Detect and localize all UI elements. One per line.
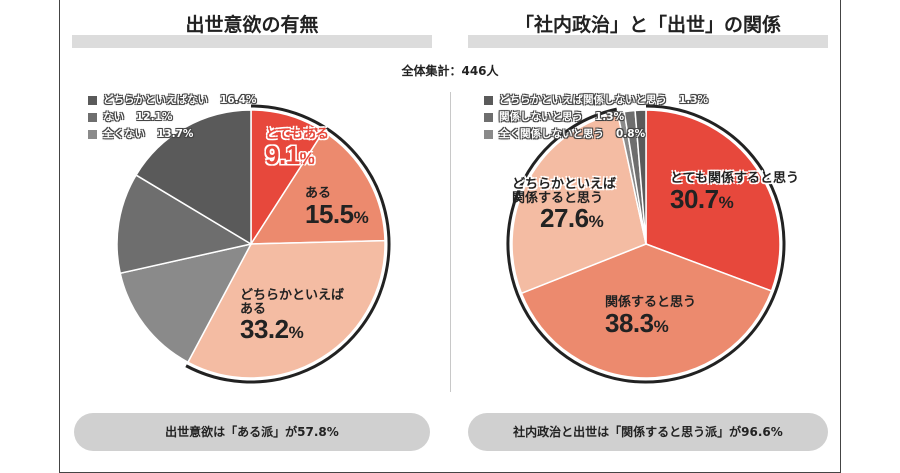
pie-slice (634, 109, 647, 245)
legend-label: どちらかといえば関係しないと思う (499, 94, 667, 106)
slice-name: ある (305, 186, 332, 201)
slice-pct: 30.7% (670, 183, 734, 214)
pie-slice (520, 243, 773, 379)
slice-name: 関係すると思う (605, 295, 697, 310)
legend-pct: 13.7% (157, 128, 194, 140)
slice-pct: 27.6% (540, 203, 604, 234)
legend-pct: 12.1% (136, 111, 173, 123)
legend-swatch (88, 113, 97, 122)
slice-name: どちらかといえば (240, 288, 345, 303)
right-title-bar (468, 35, 828, 48)
legend-item: ない 12.1% (88, 109, 256, 126)
legend-label: 全くない (103, 128, 145, 140)
right-label-very: とても関係すると思う 30.7% (670, 172, 799, 213)
slice-pct: 15.5% (305, 198, 369, 229)
legend-label: 関係しないと思う (499, 111, 583, 123)
right-label-somewhat: どちらかといえば 関係すると思う 27.6% (512, 178, 616, 233)
slice-name: どちらかといえば (512, 177, 617, 192)
legend-pct: 16.4% (220, 94, 257, 106)
legend-swatch (88, 130, 97, 139)
legend-label: 全く関係しないと思う (499, 128, 604, 140)
pie-slice (186, 239, 386, 379)
legend-swatch (88, 96, 97, 105)
legend-item: 関係しないと思う 1.3% (484, 109, 708, 126)
legend-label: どちらかといえばない (103, 94, 208, 106)
legend-swatch (484, 130, 493, 139)
legend-item: どちらかといえばない 16.4% (88, 92, 256, 109)
left-label-yes: ある 15.5% (305, 186, 369, 229)
legend-swatch (484, 96, 493, 105)
left-label-somewhat: どちらかといえば ある 33.2% (240, 289, 344, 344)
right-title: 「社内政治」と「出世」の関係 (514, 14, 781, 36)
left-legend: どちらかといえばない 16.4% ない 12.1% 全くない 13.7% (88, 92, 256, 143)
legend-pct: 1.3% (679, 94, 709, 106)
slice-name: とても関係すると思う (670, 171, 799, 186)
positive-group-arc (185, 104, 391, 384)
right-legend: どちらかといえば関係しないと思う 1.3% 関係しないと思う 1.3% 全く関係しな… (484, 92, 708, 143)
pie-slice (135, 109, 252, 246)
legend-pct: 1.3% (595, 111, 625, 123)
pie-slice (249, 130, 386, 245)
legend-swatch (484, 113, 493, 122)
pie-slice (116, 174, 253, 275)
left-label-very: とてもある 9.1% (265, 128, 329, 169)
pie-slice (119, 242, 253, 364)
slice-name: とてもある (265, 127, 329, 142)
left-summary: 出世意欲は「ある派」が57.8% (74, 413, 430, 451)
slice-pct: 33.2% (240, 314, 304, 345)
legend-item: どちらかといえば関係しないと思う 1.3% (484, 92, 708, 109)
slice-name: ある (240, 301, 267, 317)
left-title: 出世意欲の有無 (185, 14, 319, 36)
left-title-bar (72, 35, 432, 48)
slice-pct: 9.1% (265, 139, 315, 170)
positive-group-arc (506, 104, 786, 384)
total-respondents: 全体集計：446人 (401, 64, 499, 78)
slice-pct: 38.3% (605, 307, 669, 338)
legend-item: 全く関係しないと思う 0.8% (484, 126, 708, 143)
legend-item: 全くない 13.7% (88, 126, 256, 143)
legend-label: ない (103, 111, 124, 123)
legend-pct: 0.8% (616, 128, 646, 140)
panel-divider (450, 92, 451, 392)
right-summary: 社内政治と出世は「関係すると思う派」が96.6% (468, 413, 828, 451)
pie-slice (511, 112, 647, 295)
pie-slice (645, 109, 781, 292)
slice-name: 関係すると思う (512, 190, 604, 206)
right-label-yes: 関係すると思う 38.3% (605, 296, 696, 337)
